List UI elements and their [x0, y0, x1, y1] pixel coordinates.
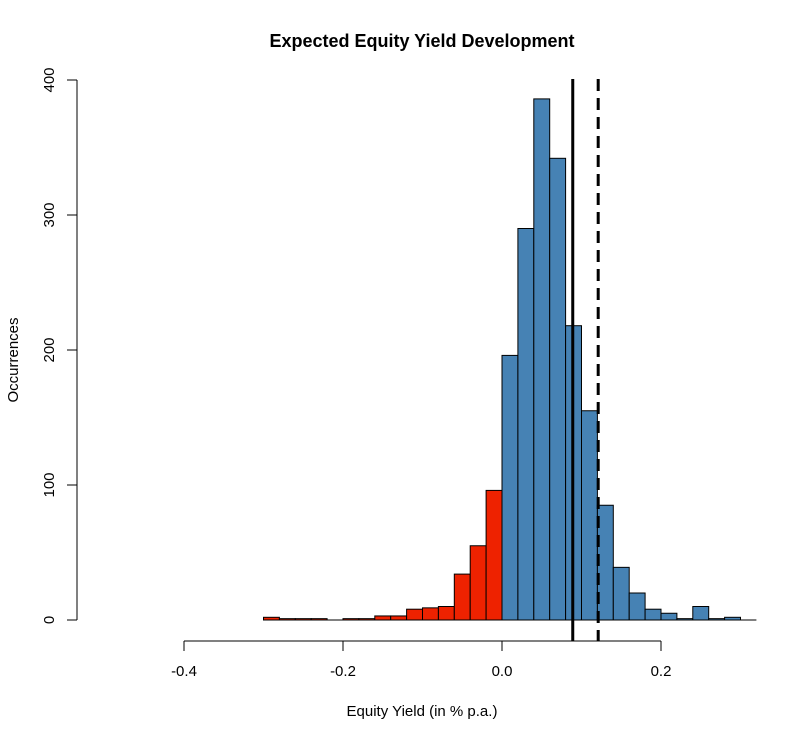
histogram-bar	[501, 354, 519, 621]
histogram-bar	[263, 616, 280, 621]
histogram-bar	[342, 618, 360, 621]
histogram-bar	[581, 410, 598, 621]
histogram-bar	[676, 618, 694, 621]
histogram-bar	[406, 608, 424, 621]
bars-group	[263, 98, 757, 621]
histogram-bar	[660, 612, 678, 621]
x-tick-label: 0.2	[651, 663, 672, 680]
histogram-bar	[310, 618, 328, 621]
histogram-bar	[724, 616, 741, 621]
histogram-bar	[549, 157, 567, 621]
histogram-bar	[358, 618, 376, 621]
histogram-bar	[485, 489, 503, 621]
histogram-bar	[708, 618, 726, 621]
histogram-bar	[596, 504, 614, 621]
histogram-bar	[469, 545, 487, 621]
histogram-bar	[294, 618, 312, 621]
histogram-bar	[628, 592, 646, 621]
x-axis: -0.4 -0.2 0.0 0.2	[171, 640, 672, 680]
y-tick-label: 300	[41, 202, 58, 227]
x-tick-label: 0.0	[492, 663, 513, 680]
y-tick-label: 100	[41, 472, 58, 497]
histogram-bar	[692, 606, 710, 621]
histogram-bar	[644, 608, 662, 621]
histogram-bar	[517, 228, 535, 621]
y-tick-label: 0	[41, 616, 58, 624]
histogram-bar	[278, 618, 296, 621]
x-axis-label: Equity Yield (in % p.a.)	[347, 703, 498, 720]
histogram-bar	[422, 607, 439, 621]
x-tick-label: -0.2	[330, 663, 356, 680]
x-tick-label: -0.4	[171, 663, 197, 680]
reference-lines-group	[571, 79, 600, 641]
y-tick-label: 200	[41, 337, 58, 362]
histogram-bar	[453, 573, 471, 621]
histogram-bar	[437, 606, 455, 621]
y-axis-label: Occurrences	[5, 317, 22, 402]
y-tick-label: 400	[41, 67, 58, 92]
chart-title: Expected Equity Yield Development	[269, 31, 574, 51]
histogram-bar	[390, 615, 408, 621]
histogram-bar	[612, 566, 630, 621]
histogram-bar	[533, 98, 551, 621]
histogram-bar	[374, 615, 392, 621]
y-axis: 0 100 200 300 400	[41, 67, 78, 624]
